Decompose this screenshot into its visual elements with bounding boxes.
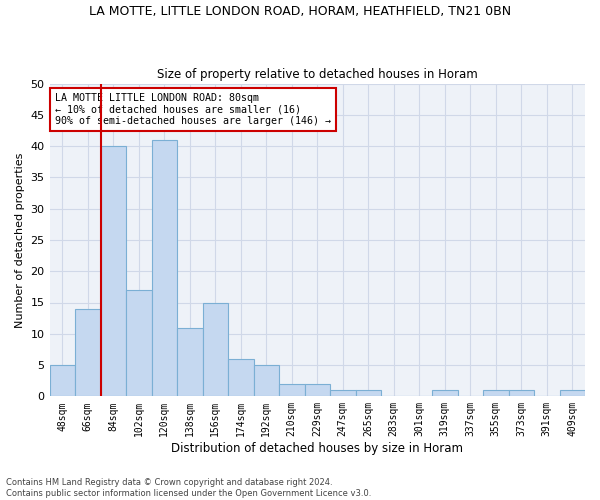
Bar: [432, 390, 458, 396]
Bar: [126, 290, 152, 397]
Bar: [560, 390, 585, 396]
Bar: [228, 359, 254, 397]
Bar: [203, 302, 228, 396]
Title: Size of property relative to detached houses in Horam: Size of property relative to detached ho…: [157, 68, 478, 81]
Text: LA MOTTE, LITTLE LONDON ROAD, HORAM, HEATHFIELD, TN21 0BN: LA MOTTE, LITTLE LONDON ROAD, HORAM, HEA…: [89, 5, 511, 18]
Bar: [279, 384, 305, 396]
Bar: [152, 140, 177, 396]
Bar: [50, 365, 75, 396]
X-axis label: Distribution of detached houses by size in Horam: Distribution of detached houses by size …: [171, 442, 463, 455]
Text: LA MOTTE LITTLE LONDON ROAD: 80sqm
← 10% of detached houses are smaller (16)
90%: LA MOTTE LITTLE LONDON ROAD: 80sqm ← 10%…: [55, 93, 331, 126]
Bar: [305, 384, 330, 396]
Bar: [509, 390, 534, 396]
Bar: [356, 390, 381, 396]
Bar: [75, 309, 101, 396]
Y-axis label: Number of detached properties: Number of detached properties: [15, 152, 25, 328]
Bar: [254, 365, 279, 396]
Bar: [101, 146, 126, 397]
Bar: [330, 390, 356, 396]
Bar: [177, 328, 203, 396]
Text: Contains HM Land Registry data © Crown copyright and database right 2024.
Contai: Contains HM Land Registry data © Crown c…: [6, 478, 371, 498]
Bar: [483, 390, 509, 396]
